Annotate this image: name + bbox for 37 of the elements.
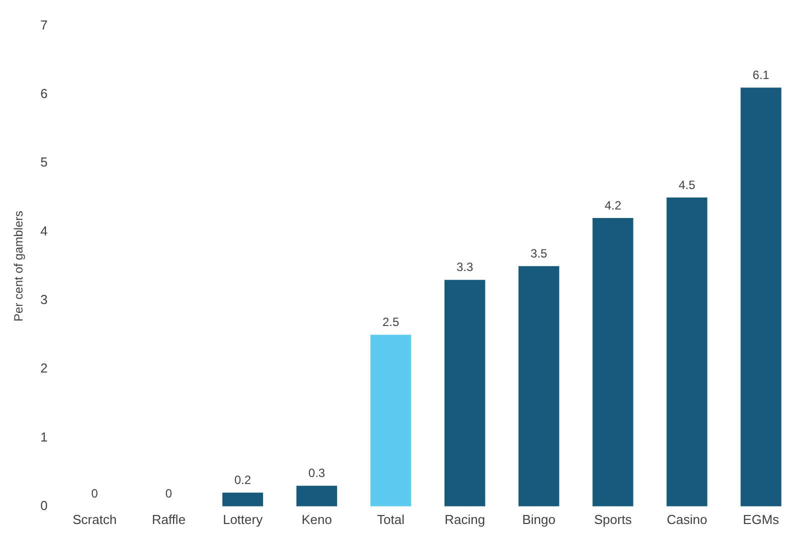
y-axis-title: Per cent of gamblers bbox=[12, 210, 26, 322]
data-label: 0.2 bbox=[234, 472, 252, 487]
data-label: 3.5 bbox=[530, 246, 548, 260]
data-label: 4.2 bbox=[604, 198, 622, 212]
bar bbox=[296, 486, 338, 506]
y-tick-label: 6 bbox=[40, 86, 48, 102]
data-label: 3.3 bbox=[456, 260, 474, 274]
bar bbox=[740, 88, 782, 506]
bar bbox=[592, 218, 634, 506]
data-label: 4.5 bbox=[678, 178, 696, 192]
x-tick-label: Casino bbox=[666, 512, 708, 527]
data-label: 2.5 bbox=[382, 315, 400, 330]
x-tick-label: Scratch bbox=[72, 512, 117, 527]
y-tick-label: 3 bbox=[40, 292, 48, 308]
data-label: 0 bbox=[91, 486, 98, 501]
y-tick-label: 4 bbox=[40, 223, 48, 238]
x-tick-label: EGMs bbox=[742, 512, 780, 527]
bar bbox=[222, 492, 264, 506]
x-tick-label: Racing bbox=[444, 512, 486, 527]
x-tick-label: Sports bbox=[594, 512, 632, 527]
x-tick-label: Keno bbox=[302, 512, 332, 527]
y-tick-label: 0 bbox=[40, 498, 48, 513]
data-label: 0 bbox=[165, 486, 172, 501]
bar bbox=[370, 334, 412, 506]
bar bbox=[444, 280, 486, 506]
y-tick-label: 1 bbox=[40, 429, 48, 444]
data-label: 0.3 bbox=[308, 466, 326, 480]
x-tick-label: Total bbox=[377, 512, 405, 527]
x-tick-label: Bingo bbox=[522, 512, 556, 527]
x-tick-label: Lottery bbox=[222, 512, 264, 527]
bar bbox=[666, 197, 708, 506]
y-tick-label: 7 bbox=[40, 17, 48, 32]
x-tick-label: Raffle bbox=[152, 512, 186, 527]
y-tick-label: 5 bbox=[40, 154, 48, 170]
data-label: 6.1 bbox=[752, 68, 770, 82]
y-tick-label: 2 bbox=[40, 360, 48, 376]
bar bbox=[518, 266, 560, 506]
